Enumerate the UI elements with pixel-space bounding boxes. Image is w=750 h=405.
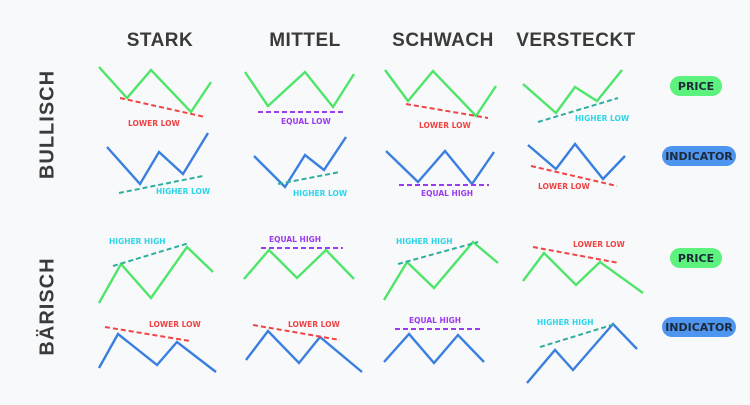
- price-line-schwach-bullish: [384, 69, 497, 118]
- indicator-line-mittel-bearish: [245, 329, 363, 373]
- label-versteckt-bullish-price: HIGHER LOW: [575, 114, 630, 123]
- label-mittel-bullish-indicator: HIGHER LOW: [293, 189, 348, 198]
- divergence-line-stark-bullish-indicator: [118, 175, 204, 194]
- label-stark-bullish-price: LOWER LOW: [128, 119, 180, 128]
- divergence-line-stark-bearish-price: [112, 242, 190, 267]
- divergence-line-versteckt-bullish-indicator: [530, 165, 618, 187]
- indicator-line-schwach-bullish: [385, 149, 495, 186]
- label-versteckt-bearish-price: LOWER LOW: [573, 240, 625, 249]
- column-title-schwach: SCHWACH: [392, 30, 494, 51]
- label-mittel-bullish-price: EQUAL LOW: [281, 117, 331, 126]
- indicator-line-versteckt-bullish: [527, 142, 626, 181]
- price-badge-bullish: PRICE: [670, 76, 722, 96]
- label-stark-bullish-indicator: HIGHER LOW: [156, 187, 211, 196]
- divergence-line-stark-bearish-indicator: [104, 326, 191, 342]
- indicator-line-mittel-bullish: [253, 136, 347, 189]
- indicator-line-stark-bullish: [106, 132, 210, 187]
- label-versteckt-bearish-indicator: HIGHER HIGH: [537, 318, 594, 327]
- divergence-line-mittel-bearish-indicator: [252, 324, 341, 341]
- price-line-stark-bearish: [97, 245, 214, 304]
- price-line-versteckt-bullish: [522, 69, 623, 115]
- price-line-schwach-bearish: [382, 240, 499, 301]
- label-mittel-bearish-indicator: LOWER LOW: [288, 320, 340, 329]
- indicator-badge-bullish: INDICATOR: [662, 146, 736, 166]
- divergence-line-versteckt-bearish-price: [532, 246, 620, 264]
- indicator-line-schwach-bearish: [383, 332, 485, 365]
- divergence-line-stark-bullish-price: [119, 97, 206, 118]
- label-stark-bearish-price: HIGHER HIGH: [109, 237, 166, 246]
- divergence-line-schwach-bullish-price: [405, 103, 489, 119]
- price-line-mittel-bearish: [243, 248, 355, 280]
- indicator-line-stark-bearish: [97, 332, 217, 373]
- price-line-versteckt-bearish: [522, 251, 644, 294]
- divergence-line-mittel-bullish-indicator: [277, 171, 341, 185]
- column-title-versteckt: VERSTECKT: [516, 30, 636, 51]
- price-badge-bearish: PRICE: [670, 248, 722, 268]
- label-mittel-bearish-price: EQUAL HIGH: [269, 235, 322, 244]
- divergence-line-versteckt-bullish-price: [537, 97, 619, 123]
- label-schwach-bullish-price: LOWER LOW: [419, 121, 471, 130]
- indicator-badge-bearish: INDICATOR: [662, 317, 736, 337]
- label-versteckt-bullish-indicator: LOWER LOW: [538, 182, 590, 191]
- price-line-stark-bullish: [98, 66, 212, 114]
- divergence-line-schwach-bearish-price: [397, 241, 479, 265]
- price-line-mittel-bullish: [244, 70, 356, 110]
- label-schwach-bearish-indicator: EQUAL HIGH: [409, 316, 462, 325]
- label-schwach-bullish-indicator: EQUAL HIGH: [421, 189, 474, 198]
- column-title-stark: STARK: [126, 30, 194, 51]
- indicator-line-versteckt-bearish: [526, 322, 638, 384]
- column-title-mittel: MITTEL: [269, 30, 341, 51]
- divergence-line-versteckt-bearish-indicator: [539, 323, 616, 348]
- label-stark-bearish-indicator: LOWER LOW: [149, 320, 201, 329]
- label-schwach-bearish-price: HIGHER HIGH: [396, 237, 453, 246]
